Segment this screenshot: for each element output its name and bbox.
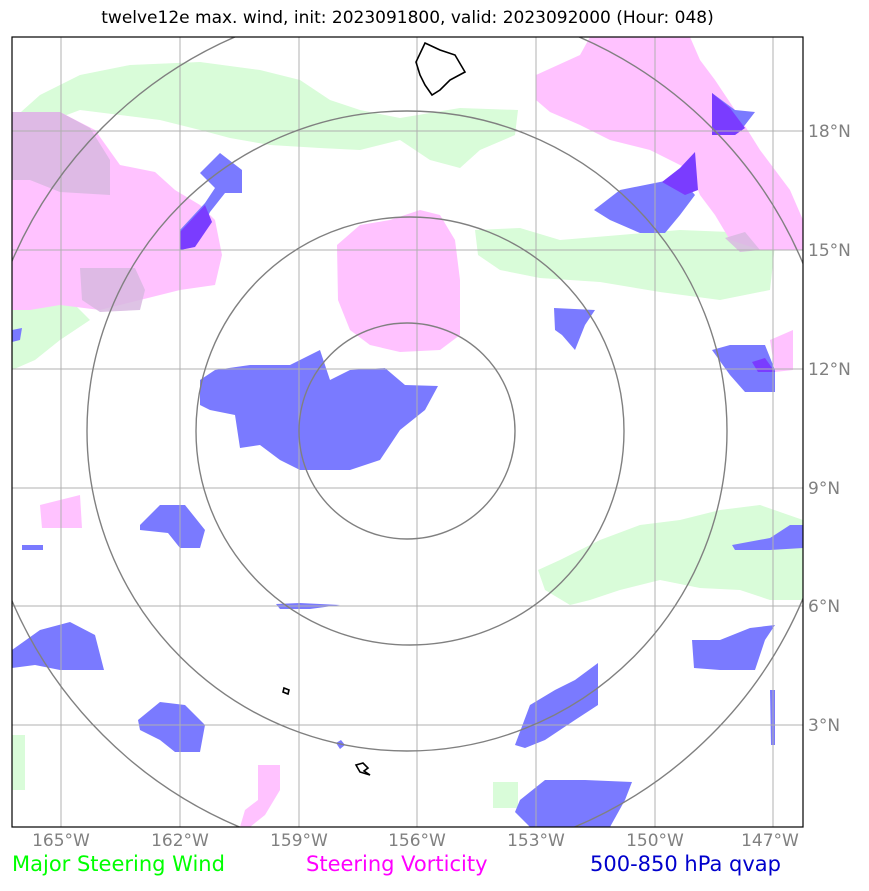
lon-label: 153°W <box>507 831 565 851</box>
legend-steering-wind: Major Steering Wind <box>12 852 225 876</box>
coastlines <box>282 41 467 776</box>
steering-vorticity-regions <box>12 37 803 827</box>
legend-steering-vorticity: Steering Vorticity <box>306 852 488 876</box>
lat-label: 18°N <box>808 122 851 142</box>
lon-label: 147°W <box>741 831 799 851</box>
lat-label: 12°N <box>808 360 851 380</box>
legend-qvap: 500-850 hPa qvap <box>590 852 781 876</box>
lat-label: 15°N <box>808 241 851 261</box>
lat-label: 9°N <box>808 479 840 499</box>
plot-frame <box>11 36 804 828</box>
range-rings <box>12 37 803 827</box>
vort-qvap-overlap <box>180 93 775 372</box>
longitude-labels: 165°W 162°W 159°W 156°W 153°W 150°W 147°… <box>32 831 799 851</box>
islet-2 <box>354 762 371 776</box>
map-title: twelve12e max. wind, init: 2023091800, v… <box>101 8 714 28</box>
lon-label: 165°W <box>32 831 90 851</box>
lon-label: 159°W <box>270 831 328 851</box>
island-hawaii <box>415 41 467 97</box>
lat-label: 3°N <box>808 716 840 736</box>
lon-label: 150°W <box>626 831 684 851</box>
steering-wind-regions <box>12 62 803 808</box>
islet-1 <box>282 686 290 696</box>
lon-label: 162°W <box>151 831 209 851</box>
lon-label: 156°W <box>388 831 446 851</box>
latitude-labels: 18°N 15°N 12°N 9°N 6°N 3°N <box>808 122 851 736</box>
lat-label: 6°N <box>808 597 840 617</box>
